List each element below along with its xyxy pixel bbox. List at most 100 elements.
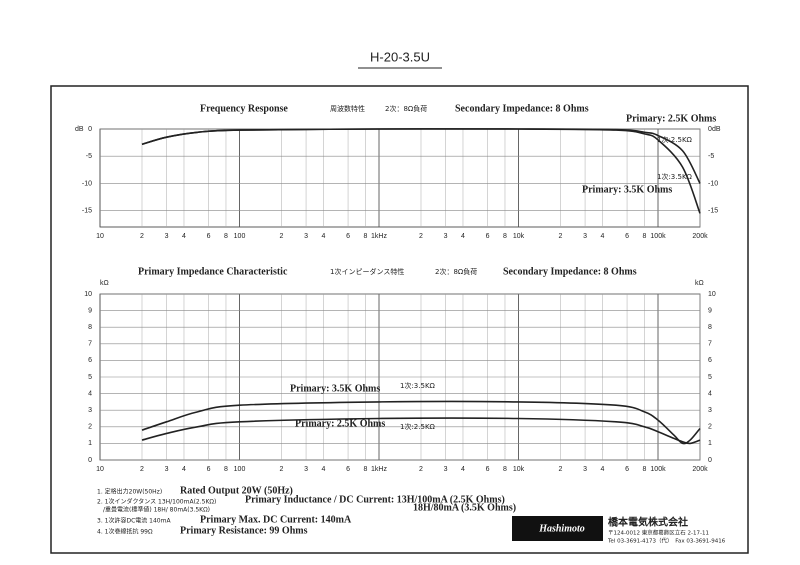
load-note: 2次：8Ω負荷 bbox=[385, 104, 427, 113]
y-tick-label-right: 3 bbox=[708, 407, 712, 414]
x-tick-label: 1kHz bbox=[371, 233, 387, 240]
y-tick-label-left: -5 bbox=[86, 153, 92, 160]
x-tick-label: 10 bbox=[96, 466, 104, 473]
spec-ja: /重畳電流(標準値) 18H/ 80mA(3.5KΩ) bbox=[103, 506, 210, 514]
x-tick-label: 8 bbox=[364, 466, 368, 473]
x-tick-label: 4 bbox=[182, 233, 186, 240]
x-tick-label: 8 bbox=[643, 466, 647, 473]
spec-ja: 1. 定格出力20W(50Hz) bbox=[97, 488, 162, 496]
y-tick-label-right: 10 bbox=[708, 291, 716, 298]
x-tick-label: 3 bbox=[165, 466, 169, 473]
x-tick-label: 6 bbox=[486, 233, 490, 240]
x-tick-label: 6 bbox=[346, 466, 350, 473]
x-tick-label: 4 bbox=[461, 466, 465, 473]
x-tick-label: 8 bbox=[503, 466, 507, 473]
logo-text: Hashimoto bbox=[538, 523, 585, 534]
x-tick-label: 10 bbox=[96, 233, 104, 240]
x-tick-label: 10k bbox=[513, 233, 525, 240]
series-label-ja: 1次:2.5KΩ bbox=[657, 135, 693, 144]
y-tick-label-right: 6 bbox=[708, 357, 712, 364]
y-tick-label-left: 7 bbox=[88, 341, 92, 348]
y-unit-left: dB bbox=[75, 126, 84, 133]
chart-title: Primary Impedance Characteristic bbox=[138, 266, 288, 277]
x-tick-label: 2 bbox=[140, 233, 144, 240]
y-tick-label-left: 0 bbox=[88, 126, 92, 133]
y-tick-label-left: 8 bbox=[88, 324, 92, 331]
y-tick-label-right: 9 bbox=[708, 307, 712, 314]
curve bbox=[141, 400, 701, 445]
x-tick-label: 3 bbox=[583, 233, 587, 240]
series-label-ja: 1次:3.5KΩ bbox=[657, 172, 693, 181]
y-tick-label-left: 9 bbox=[88, 307, 92, 314]
curve bbox=[141, 128, 701, 214]
y-tick-label-left: 6 bbox=[88, 357, 92, 364]
y-unit-right: dB bbox=[712, 126, 721, 133]
y-tick-label-right: 8 bbox=[708, 324, 712, 331]
x-tick-label: 100k bbox=[650, 466, 666, 473]
series-label: Primary: 3.5K Ohms bbox=[582, 184, 672, 195]
x-tick-label: 6 bbox=[486, 466, 490, 473]
series-label: Primary: 2.5K Ohms bbox=[626, 113, 716, 124]
x-tick-label: 6 bbox=[207, 233, 211, 240]
y-tick-label-left: -10 bbox=[82, 180, 92, 187]
spec-en: Primary Max. DC Current: 140mA bbox=[200, 514, 352, 525]
x-tick-label: 3 bbox=[583, 466, 587, 473]
y-tick-label-right: -10 bbox=[708, 180, 718, 187]
y-tick-label-left: 1 bbox=[88, 440, 92, 447]
x-tick-label: 4 bbox=[461, 233, 465, 240]
series-label: Primary: 3.5K Ohms bbox=[290, 383, 380, 394]
company-address: 〒124-0012 東京都葛飾区立石 2-17-11 bbox=[608, 529, 709, 537]
sheet-border bbox=[50, 85, 749, 554]
series-label-ja: 1次:2.5KΩ bbox=[400, 422, 436, 431]
company-tel: Tel 03-3691-4173（代） Fax 03-3691-9416 bbox=[607, 537, 726, 545]
x-tick-label: 6 bbox=[346, 233, 350, 240]
y-tick-label-right: 2 bbox=[708, 424, 712, 431]
x-tick-label: 2 bbox=[559, 233, 563, 240]
series-label: Primary: 2.5K Ohms bbox=[295, 418, 385, 429]
plot-area bbox=[99, 128, 701, 228]
x-tick-label: 200k bbox=[692, 233, 708, 240]
x-tick-label: 10k bbox=[513, 466, 525, 473]
series-label-ja: 1次:3.5KΩ bbox=[400, 381, 436, 390]
x-tick-label: 8 bbox=[503, 233, 507, 240]
x-tick-label: 8 bbox=[224, 466, 228, 473]
x-tick-label: 3 bbox=[444, 466, 448, 473]
x-tick-label: 2 bbox=[559, 466, 563, 473]
x-tick-label: 4 bbox=[182, 466, 186, 473]
x-tick-label: 4 bbox=[322, 466, 326, 473]
y-tick-label-left: 4 bbox=[88, 390, 92, 397]
x-tick-label: 4 bbox=[601, 466, 605, 473]
x-tick-label: 100k bbox=[650, 233, 666, 240]
x-tick-label: 4 bbox=[322, 233, 326, 240]
y-tick-label-left: 10 bbox=[84, 291, 92, 298]
x-tick-label: 4 bbox=[601, 233, 605, 240]
x-tick-label: 2 bbox=[140, 466, 144, 473]
x-tick-label: 3 bbox=[165, 233, 169, 240]
spec-en: Rated Output 20W (50Hz) bbox=[180, 485, 293, 496]
spec-ja: 2. 1次インダクタンス 13H/100mA(2.5KΩ) bbox=[97, 498, 216, 506]
x-tick-label: 3 bbox=[444, 233, 448, 240]
y-tick-label-left: 2 bbox=[88, 424, 92, 431]
chart-title-ja: 1次インピーダンス特性 bbox=[330, 267, 404, 276]
y-tick-label-left: -15 bbox=[82, 208, 92, 215]
spec-en: Primary Resistance: 99 Ohms bbox=[180, 525, 308, 536]
spec-ja: 3. 1次許容DC電流 140mA bbox=[97, 517, 171, 525]
x-tick-label: 2 bbox=[280, 466, 284, 473]
x-tick-label: 100 bbox=[234, 466, 246, 473]
y-tick-label-left: 3 bbox=[88, 407, 92, 414]
spec-en: Primary Inductance / DC Current: 13H/100… bbox=[245, 494, 505, 505]
y-tick-label-right: 1 bbox=[708, 440, 712, 447]
y-tick-label-left: 0 bbox=[88, 457, 92, 464]
y-unit-right: kΩ bbox=[695, 280, 704, 287]
x-tick-label: 8 bbox=[364, 233, 368, 240]
x-tick-label: 100 bbox=[234, 233, 246, 240]
secondary-impedance: Secondary Impedance: 8 Ohms bbox=[455, 103, 589, 114]
x-tick-label: 6 bbox=[207, 466, 211, 473]
load-note: 2次：8Ω負荷 bbox=[435, 267, 477, 276]
page-title: H-20-3.5U bbox=[370, 49, 430, 64]
chart-title-ja: 周波数特性 bbox=[330, 104, 365, 113]
spec-ja: 4. 1次巻線抵抗 99Ω bbox=[97, 528, 153, 536]
curve bbox=[141, 417, 701, 445]
company-name: 橋本電気株式会社 bbox=[608, 516, 688, 529]
chart-title: Frequency Response bbox=[200, 103, 288, 114]
